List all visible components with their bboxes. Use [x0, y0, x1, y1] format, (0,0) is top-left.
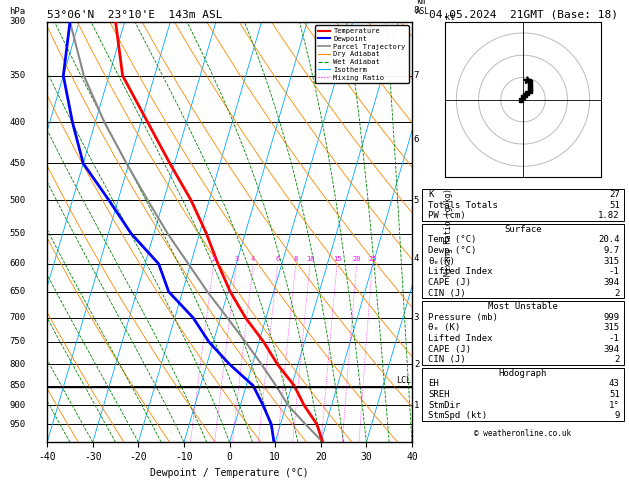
- Text: CIN (J): CIN (J): [428, 289, 466, 297]
- Text: 25: 25: [368, 256, 377, 262]
- Text: CAPE (J): CAPE (J): [428, 278, 471, 287]
- X-axis label: Dewpoint / Temperature (°C): Dewpoint / Temperature (°C): [150, 468, 309, 478]
- Text: 315: 315: [604, 323, 620, 332]
- Text: 5: 5: [414, 196, 419, 205]
- Text: SREH: SREH: [428, 390, 450, 399]
- Text: 300: 300: [9, 17, 25, 26]
- Bar: [422, 224, 624, 298]
- Text: θₑ(K): θₑ(K): [428, 257, 455, 265]
- Text: 3: 3: [235, 256, 238, 262]
- Text: 2: 2: [615, 355, 620, 364]
- Text: 600: 600: [9, 260, 25, 268]
- Text: 43: 43: [609, 379, 620, 388]
- Bar: [422, 368, 624, 421]
- Text: 850: 850: [9, 381, 25, 390]
- Text: K: K: [428, 190, 434, 199]
- Text: 27: 27: [609, 190, 620, 199]
- Text: 2: 2: [414, 360, 419, 369]
- Text: Mixing Ratio (g/kg): Mixing Ratio (g/kg): [444, 188, 453, 276]
- Text: 750: 750: [9, 337, 25, 347]
- Text: Totals Totals: Totals Totals: [428, 201, 498, 209]
- Text: 9: 9: [615, 411, 620, 420]
- Text: 2: 2: [211, 256, 216, 262]
- Text: CAPE (J): CAPE (J): [428, 345, 471, 353]
- Text: hPa: hPa: [9, 7, 25, 16]
- Text: 394: 394: [604, 345, 620, 353]
- Text: 8: 8: [294, 256, 298, 262]
- Text: StmDir: StmDir: [428, 400, 460, 410]
- Text: 900: 900: [9, 401, 25, 410]
- Legend: Temperature, Dewpoint, Parcel Trajectory, Dry Adiabat, Wet Adiabat, Isotherm, Mi: Temperature, Dewpoint, Parcel Trajectory…: [314, 25, 408, 83]
- Text: 53°06'N  23°10'E  143m ASL: 53°06'N 23°10'E 143m ASL: [47, 10, 223, 20]
- Text: 700: 700: [9, 313, 25, 322]
- Text: CIN (J): CIN (J): [428, 355, 466, 364]
- Text: θₑ (K): θₑ (K): [428, 323, 460, 332]
- Text: 6: 6: [276, 256, 280, 262]
- Text: 800: 800: [9, 360, 25, 369]
- Text: Surface: Surface: [504, 225, 542, 234]
- Text: -1: -1: [609, 334, 620, 343]
- Text: Temp (°C): Temp (°C): [428, 235, 477, 244]
- Text: 1°: 1°: [609, 400, 620, 410]
- Text: Most Unstable: Most Unstable: [488, 302, 558, 311]
- Text: Dewp (°C): Dewp (°C): [428, 246, 477, 255]
- Text: StmSpd (kt): StmSpd (kt): [428, 411, 487, 420]
- Text: 04.05.2024  21GMT (Base: 18): 04.05.2024 21GMT (Base: 18): [428, 9, 618, 19]
- Text: 8: 8: [414, 5, 419, 15]
- Text: 315: 315: [604, 257, 620, 265]
- Text: 9.7: 9.7: [604, 246, 620, 255]
- Text: km
ASL: km ASL: [416, 0, 430, 16]
- Text: 394: 394: [604, 278, 620, 287]
- Text: 450: 450: [9, 159, 25, 168]
- Text: 20.4: 20.4: [598, 235, 620, 244]
- Text: 6: 6: [414, 135, 419, 144]
- Text: Lifted Index: Lifted Index: [428, 267, 493, 276]
- Text: LCL: LCL: [396, 377, 411, 385]
- Text: 650: 650: [9, 287, 25, 296]
- Text: 999: 999: [604, 312, 620, 322]
- Text: 950: 950: [9, 420, 25, 429]
- Text: EH: EH: [428, 379, 439, 388]
- Text: 4: 4: [414, 254, 419, 262]
- Text: 1.82: 1.82: [598, 211, 620, 220]
- Text: 400: 400: [9, 118, 25, 127]
- Text: 350: 350: [9, 71, 25, 80]
- Text: 51: 51: [609, 390, 620, 399]
- Text: 10: 10: [306, 256, 314, 262]
- Text: 4: 4: [251, 256, 255, 262]
- Text: Pressure (mb): Pressure (mb): [428, 312, 498, 322]
- Text: 2: 2: [615, 289, 620, 297]
- Bar: [422, 301, 624, 365]
- Text: -1: -1: [609, 267, 620, 276]
- Text: PW (cm): PW (cm): [428, 211, 466, 220]
- Text: 7: 7: [414, 71, 419, 80]
- Text: 51: 51: [609, 201, 620, 209]
- Text: 15: 15: [333, 256, 342, 262]
- Text: 20: 20: [353, 256, 361, 262]
- Text: 500: 500: [9, 196, 25, 205]
- Bar: [422, 189, 624, 221]
- Text: 550: 550: [9, 229, 25, 238]
- Text: Hodograph: Hodograph: [499, 368, 547, 378]
- Text: kt: kt: [445, 13, 455, 22]
- Text: © weatheronline.co.uk: © weatheronline.co.uk: [474, 429, 572, 438]
- Text: 1: 1: [414, 401, 419, 410]
- Text: Lifted Index: Lifted Index: [428, 334, 493, 343]
- Text: 3: 3: [414, 313, 419, 322]
